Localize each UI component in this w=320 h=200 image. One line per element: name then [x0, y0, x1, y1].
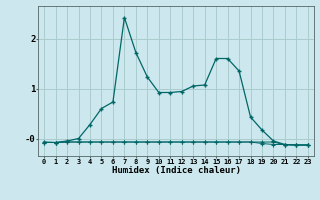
X-axis label: Humidex (Indice chaleur): Humidex (Indice chaleur): [111, 166, 241, 175]
